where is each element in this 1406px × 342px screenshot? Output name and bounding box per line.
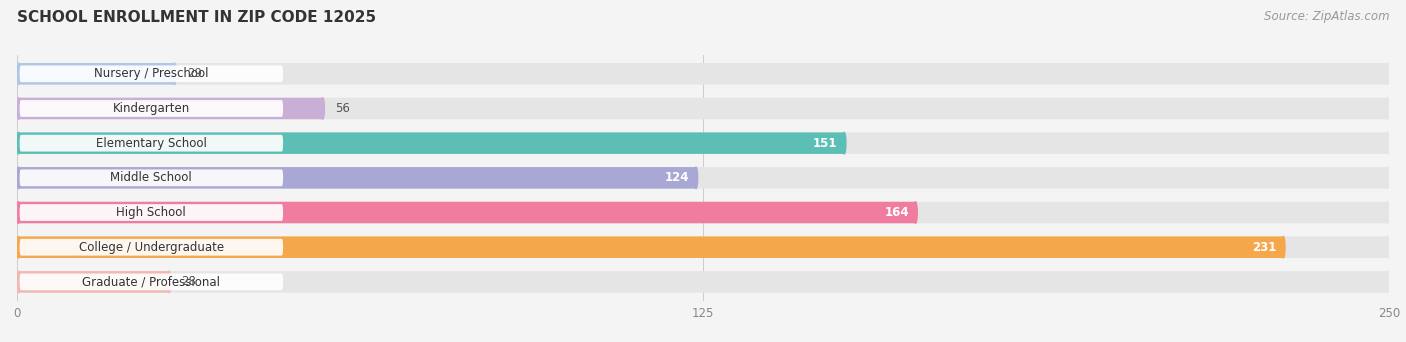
Circle shape [1386,271,1389,293]
Circle shape [173,63,176,84]
Circle shape [17,98,20,119]
FancyBboxPatch shape [20,204,283,221]
Text: Source: ZipAtlas.com: Source: ZipAtlas.com [1264,10,1389,23]
FancyBboxPatch shape [18,98,1388,119]
Text: Kindergarten: Kindergarten [112,102,190,115]
Circle shape [17,132,20,154]
FancyBboxPatch shape [18,167,1388,188]
Circle shape [167,271,170,293]
Circle shape [17,236,20,258]
Text: College / Undergraduate: College / Undergraduate [79,241,224,254]
Circle shape [321,98,325,119]
FancyBboxPatch shape [20,274,283,290]
Circle shape [1386,63,1389,84]
Circle shape [17,202,20,223]
Text: 29: 29 [187,67,202,80]
Circle shape [17,63,20,84]
FancyBboxPatch shape [18,271,1388,293]
Circle shape [17,98,20,119]
FancyBboxPatch shape [18,132,1388,154]
Circle shape [1386,132,1389,154]
Text: SCHOOL ENROLLMENT IN ZIP CODE 12025: SCHOOL ENROLLMENT IN ZIP CODE 12025 [17,10,375,25]
FancyBboxPatch shape [18,271,169,293]
Circle shape [914,202,917,223]
Circle shape [1282,236,1285,258]
FancyBboxPatch shape [20,65,283,82]
FancyBboxPatch shape [20,169,283,186]
Circle shape [1386,236,1389,258]
Text: Elementary School: Elementary School [96,137,207,150]
FancyBboxPatch shape [20,100,283,117]
FancyBboxPatch shape [20,135,283,152]
FancyBboxPatch shape [18,98,323,119]
Circle shape [17,167,20,188]
FancyBboxPatch shape [18,236,1388,258]
Circle shape [17,132,20,154]
Circle shape [17,167,20,188]
Text: 124: 124 [665,171,689,184]
FancyBboxPatch shape [18,236,1284,258]
FancyBboxPatch shape [18,132,844,154]
FancyBboxPatch shape [18,63,1388,84]
Text: Graduate / Professional: Graduate / Professional [83,275,221,288]
FancyBboxPatch shape [18,63,174,84]
Circle shape [1386,167,1389,188]
Circle shape [17,236,20,258]
Text: Middle School: Middle School [111,171,193,184]
Circle shape [842,132,846,154]
FancyBboxPatch shape [18,202,915,223]
Circle shape [695,167,697,188]
Circle shape [1386,202,1389,223]
Text: 56: 56 [335,102,350,115]
Text: 164: 164 [884,206,908,219]
FancyBboxPatch shape [18,202,1388,223]
Circle shape [17,63,20,84]
Text: 231: 231 [1253,241,1277,254]
Circle shape [17,271,20,293]
FancyBboxPatch shape [20,239,283,255]
Circle shape [17,271,20,293]
Text: 151: 151 [813,137,838,150]
FancyBboxPatch shape [18,167,696,188]
Text: Nursery / Preschool: Nursery / Preschool [94,67,208,80]
Circle shape [1386,98,1389,119]
Circle shape [17,202,20,223]
Text: 28: 28 [181,275,197,288]
Text: High School: High School [117,206,186,219]
